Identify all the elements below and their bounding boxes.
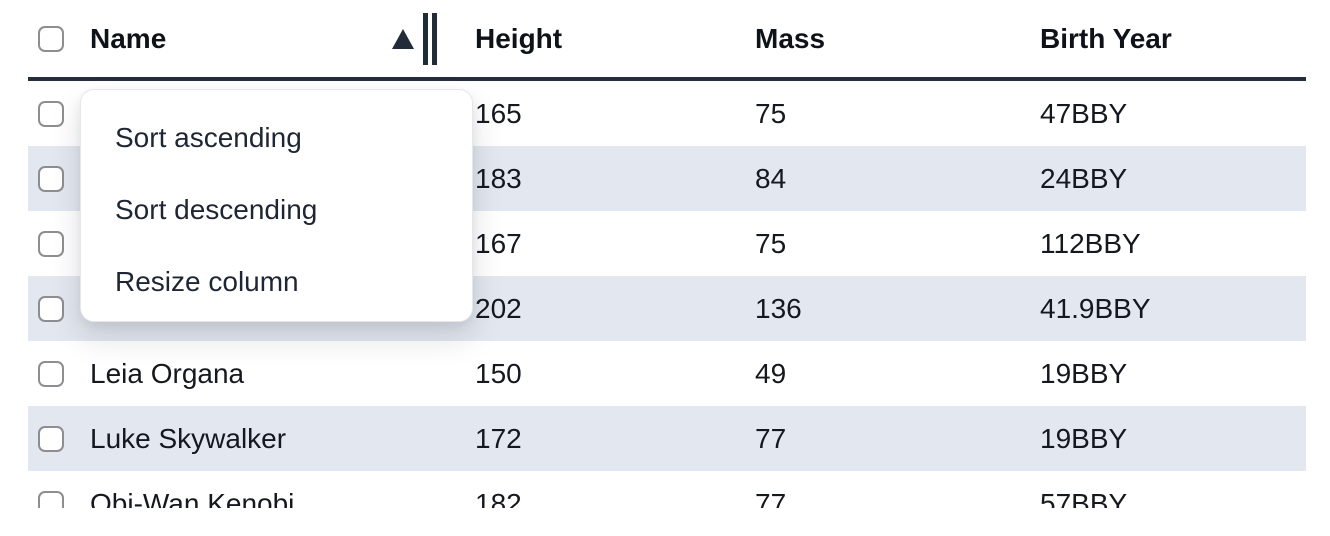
cell-height: 172 — [475, 422, 522, 454]
sort-ascending-icon — [392, 28, 414, 49]
cell-birth-year: 47BBY — [1040, 97, 1128, 129]
row-checkbox-cell — [28, 165, 80, 192]
row-checkbox[interactable] — [38, 100, 64, 127]
table-header-row: Name Height Mass Birth Year — [28, 0, 1306, 81]
column-resize-handle-icon[interactable] — [423, 12, 437, 65]
cell-mass: 84 — [755, 162, 787, 194]
context-menu-item[interactable]: Sort ascending — [115, 122, 302, 153]
row-checkbox[interactable] — [38, 230, 64, 257]
row-checkbox-cell — [28, 425, 80, 452]
row-checkbox-cell — [28, 230, 80, 257]
cell-height: 182 — [475, 487, 522, 509]
column-header-name[interactable]: Name — [80, 12, 465, 65]
row-checkbox-cell — [28, 490, 80, 508]
row-checkbox[interactable] — [38, 295, 64, 322]
cell-birth-year: 41.9BBY — [1040, 292, 1151, 324]
cell-birth-year: 19BBY — [1040, 422, 1128, 454]
table-row: Leia Organa 150 49 19BBY — [28, 341, 1306, 406]
header-checkbox-cell — [28, 25, 80, 52]
table-row: Obi-Wan Kenobi 182 77 57BBY — [28, 471, 1306, 508]
row-checkbox[interactable] — [38, 165, 64, 192]
cell-height: 150 — [475, 357, 522, 389]
row-checkbox-cell — [28, 295, 80, 322]
column-header-mass[interactable]: Mass — [755, 22, 826, 54]
row-checkbox[interactable] — [38, 425, 64, 452]
cell-name: Leia Organa — [90, 357, 245, 389]
column-header-name-label: Name — [90, 22, 167, 54]
cell-birth-year: 24BBY — [1040, 162, 1128, 194]
row-checkbox-cell — [28, 100, 80, 127]
row-checkbox[interactable] — [38, 490, 64, 508]
cell-birth-year: 112BBY — [1040, 227, 1141, 259]
cell-mass: 77 — [755, 487, 787, 509]
cell-height: 183 — [475, 162, 522, 194]
cell-height: 202 — [475, 292, 522, 324]
column-header-birth-year[interactable]: Birth Year — [1040, 22, 1172, 54]
select-all-checkbox[interactable] — [38, 25, 64, 52]
cell-name: Obi-Wan Kenobi — [90, 487, 295, 509]
cell-height: 165 — [475, 97, 522, 129]
context-menu-item[interactable]: Sort descending — [115, 194, 318, 225]
cell-birth-year: 57BBY — [1040, 487, 1128, 509]
cell-mass: 136 — [755, 292, 802, 324]
cell-height: 167 — [475, 227, 522, 259]
cell-mass: 75 — [755, 97, 787, 129]
cell-mass: 75 — [755, 227, 787, 259]
column-context-menu: Sort ascending Sort descending Resize co… — [80, 89, 473, 322]
row-checkbox[interactable] — [38, 360, 64, 387]
table-row: Luke Skywalker 172 77 19BBY — [28, 406, 1306, 471]
cell-mass: 77 — [755, 422, 787, 454]
column-header-height[interactable]: Height — [475, 22, 563, 54]
cell-name: Luke Skywalker — [90, 422, 287, 454]
row-checkbox-cell — [28, 360, 80, 387]
context-menu-item[interactable]: Resize column — [115, 266, 299, 297]
cell-mass: 49 — [755, 357, 787, 389]
cell-birth-year: 19BBY — [1040, 357, 1128, 389]
